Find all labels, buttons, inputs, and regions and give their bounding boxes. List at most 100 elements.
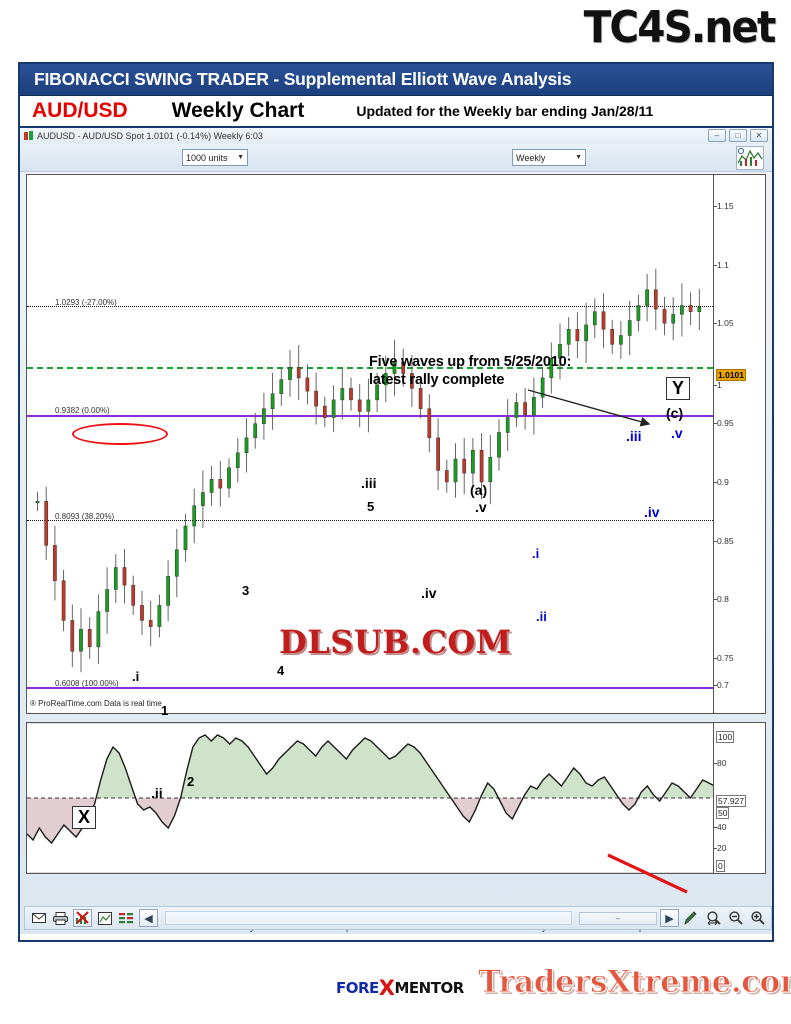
zoom-out-icon[interactable] bbox=[726, 909, 745, 927]
indicator-tick: 20 bbox=[713, 843, 727, 853]
chevron-down-icon: ▼ bbox=[237, 154, 244, 161]
fib-line-1.0293 bbox=[27, 306, 713, 307]
footer: FOREXMENTOR TradersXtreme.com bbox=[0, 962, 791, 1024]
indicator-plot[interactable] bbox=[27, 723, 713, 873]
minimize-button[interactable]: – bbox=[708, 129, 726, 142]
indicator-current-badge: 57.927 bbox=[716, 795, 746, 807]
rsi-series bbox=[27, 723, 713, 873]
close-button[interactable]: ✕ bbox=[750, 129, 768, 142]
panel-subtitle-row: AUD/USD Weekly Chart Updated for the Wee… bbox=[20, 96, 772, 128]
updated-label: Updated for the Weekly bar ending Jan/28… bbox=[356, 103, 654, 119]
indicator-tick: 80 bbox=[713, 758, 727, 768]
app-title-text: AUDUSD - AUD/USD Spot 1.0101 (-0.14%) We… bbox=[37, 131, 263, 141]
price-tick: 1.1 bbox=[714, 260, 729, 270]
indicator-tick: 0 bbox=[716, 860, 725, 872]
wave-label-iii: .iii bbox=[626, 428, 642, 444]
delete-indicator-icon[interactable] bbox=[73, 909, 92, 927]
units-dropdown[interactable]: 1000 units ▼ bbox=[182, 149, 248, 166]
orderbook-icon[interactable] bbox=[117, 909, 136, 927]
price-tick: 0.85 bbox=[714, 536, 734, 546]
snapshot-icon[interactable] bbox=[95, 909, 114, 927]
callout-annotation: Five waves up from 5/25/2010: latest ral… bbox=[369, 354, 572, 388]
chart-bottom-toolbar[interactable]: ◀ – ▶ bbox=[24, 906, 772, 930]
app-titlebar: AUDUSD - AUD/USD Spot 1.0101 (-0.14%) We… bbox=[20, 128, 772, 144]
fib-line-0.6008 bbox=[27, 687, 713, 689]
wave-label-c: (c) bbox=[666, 405, 684, 421]
green-reference-line bbox=[27, 367, 713, 369]
timeframe-dropdown[interactable]: Weekly ▼ bbox=[512, 149, 586, 166]
fib-label-1.0293: 1.0293 (-27.00%) bbox=[55, 298, 117, 307]
forexmentor-logo-pre: FORE bbox=[336, 979, 379, 997]
wave-label-v: .v bbox=[475, 499, 487, 515]
indicator-pane[interactable]: 100 80 57.927 50 40 20 0 bbox=[26, 722, 766, 874]
price-pane[interactable]: 1.0293 (-27.00%) 0.9382 (0.00%) 0.8093 (… bbox=[26, 174, 766, 714]
zoom-in-icon[interactable] bbox=[748, 909, 767, 927]
analysis-panel: FIBONACCI SWING TRADER - Supplemental El… bbox=[18, 62, 774, 942]
tc4s-brand-text: TC4S.net bbox=[584, 2, 777, 53]
price-tick: 0.7 bbox=[714, 680, 729, 690]
panel-title: FIBONACCI SWING TRADER - Supplemental El… bbox=[20, 64, 772, 96]
forexmentor-logo-post: MENTOR bbox=[394, 979, 465, 997]
wave-label-ii: .ii bbox=[151, 785, 163, 801]
units-dropdown-value: 1000 units bbox=[186, 152, 228, 163]
price-tick: 0.75 bbox=[714, 653, 734, 663]
wave-label-iv: .iv bbox=[421, 585, 437, 601]
price-tick: 1.15 bbox=[714, 201, 734, 211]
scroll-right-icon[interactable]: ▶ bbox=[660, 909, 679, 927]
price-tick: 0.95 bbox=[714, 418, 734, 428]
current-price-badge: 1.0101 bbox=[716, 369, 746, 381]
prorealtime-credit: ® ProRealTime.com Data is real time bbox=[30, 699, 162, 708]
price-tick: 0.9 bbox=[714, 477, 729, 487]
fib-label-0.9382: 0.9382 (0.00%) bbox=[55, 406, 110, 415]
wave-label-1: 1 bbox=[161, 703, 169, 718]
wave-label-3: 3 bbox=[242, 583, 250, 598]
symbol-label: AUD/USD bbox=[32, 99, 128, 122]
fib-label-0.8093: 0.8093 (38.20%) bbox=[55, 512, 115, 521]
tradersxtreme-logo: TradersXtreme.com bbox=[477, 964, 791, 1001]
candlestick-series bbox=[35, 268, 702, 673]
charting-application: AUDUSD - AUD/USD Spot 1.0101 (-0.14%) We… bbox=[20, 128, 772, 934]
indicator-tick: 50 bbox=[716, 807, 730, 819]
wave-label-iii: .iii bbox=[361, 475, 377, 491]
wave-label-2: 2 bbox=[187, 774, 195, 789]
print-icon[interactable] bbox=[51, 909, 70, 927]
boxed-label-Y: Y bbox=[666, 377, 691, 400]
wave-label-i: .i bbox=[132, 669, 140, 684]
forexmentor-logo-x: X bbox=[378, 976, 395, 1000]
price-tick: 1 bbox=[714, 380, 722, 390]
candlestick-icon bbox=[24, 131, 33, 141]
app-toolbar: 1000 units ▼ Weekly ▼ bbox=[20, 144, 772, 172]
brand-bar: TC4S.net bbox=[0, 0, 791, 58]
price-axis: 1.15 1.1 1.05 1.0101 1 0.95 0.9 0.85 0.8… bbox=[713, 175, 765, 713]
price-plot[interactable]: 1.0293 (-27.00%) 0.9382 (0.00%) 0.8093 (… bbox=[27, 175, 713, 713]
chart-area[interactable]: 1.0293 (-27.00%) 0.9382 (0.00%) 0.8093 (… bbox=[26, 174, 766, 932]
maximize-button[interactable]: □ bbox=[729, 129, 747, 142]
window-buttons: – □ ✕ bbox=[708, 129, 768, 142]
zoom-slider[interactable]: – bbox=[579, 911, 657, 925]
indicators-icon[interactable] bbox=[736, 146, 764, 170]
fib-line-0.9382 bbox=[27, 415, 713, 417]
wave-label-ii: .ii bbox=[536, 609, 547, 624]
scroll-left-icon[interactable]: ◀ bbox=[139, 909, 158, 927]
forexmentor-logo: FOREXMENTOR bbox=[336, 974, 465, 1000]
chart-scrollbar[interactable] bbox=[165, 911, 572, 925]
fib-line-0.8093 bbox=[27, 520, 713, 521]
mail-icon[interactable] bbox=[29, 909, 48, 927]
chevron-down-icon: ▼ bbox=[575, 154, 582, 161]
indicator-axis: 100 80 57.927 50 40 20 0 bbox=[713, 723, 765, 873]
highlight-ellipse bbox=[72, 423, 168, 445]
wave-label-a: (a) bbox=[470, 482, 488, 498]
price-tick: 1.05 bbox=[714, 318, 734, 328]
wave-label-4: 4 bbox=[277, 663, 285, 678]
wave-label-5: 5 bbox=[367, 499, 375, 514]
price-tick: 0.8 bbox=[714, 594, 729, 604]
wave-label-i: .i bbox=[532, 546, 540, 561]
indicator-tick: 100 bbox=[716, 731, 735, 743]
boxed-label-X: X bbox=[72, 806, 97, 829]
zoom-fit-icon[interactable] bbox=[704, 909, 723, 927]
fib-label-0.6008: 0.6008 (100.00%) bbox=[55, 679, 119, 688]
indicator-tick: 40 bbox=[713, 822, 727, 832]
timeframe-dropdown-value: Weekly bbox=[516, 152, 546, 163]
drawing-tools-icon[interactable] bbox=[682, 909, 701, 927]
